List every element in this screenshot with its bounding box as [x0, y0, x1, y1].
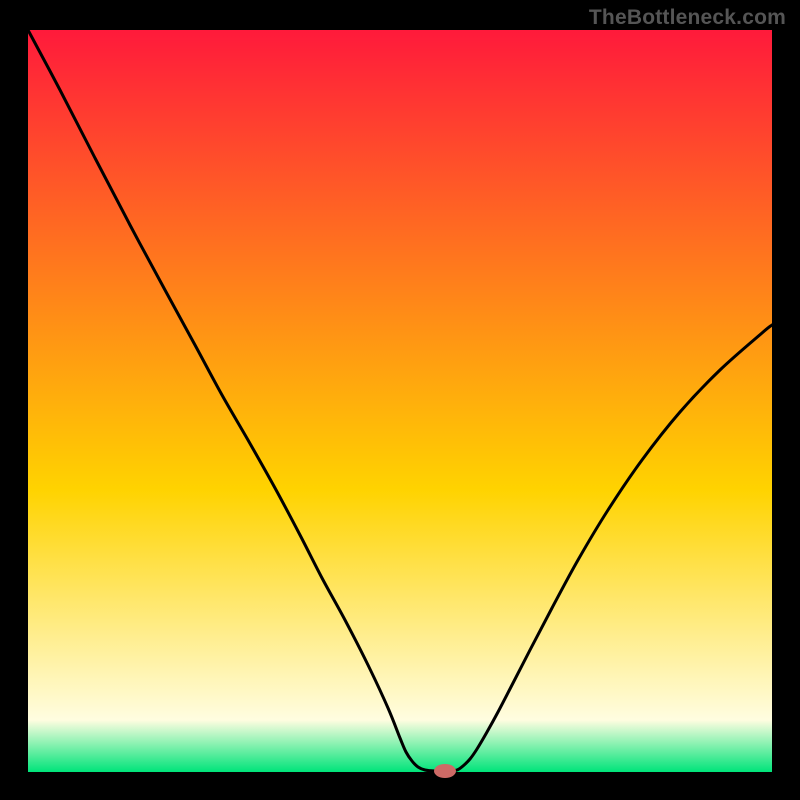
minimum-marker — [434, 764, 456, 778]
bottleneck-chart — [0, 0, 800, 800]
watermark-text: TheBottleneck.com — [589, 6, 786, 30]
chart-background — [28, 30, 772, 772]
